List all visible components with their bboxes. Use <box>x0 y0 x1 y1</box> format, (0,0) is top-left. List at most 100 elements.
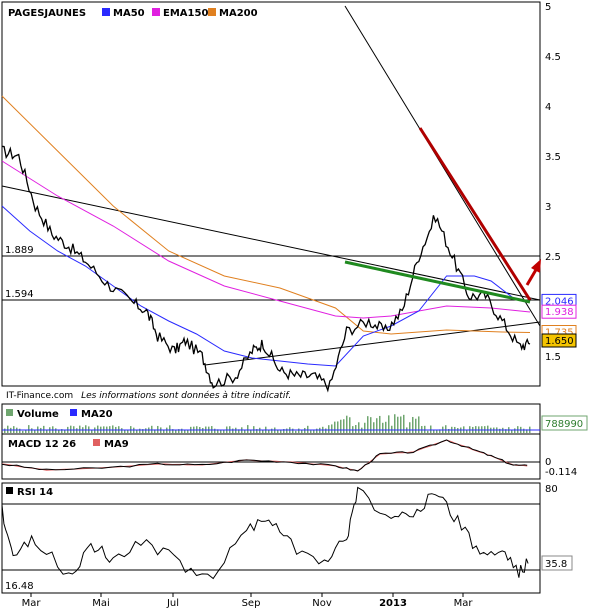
volume-bar <box>76 428 78 433</box>
volume-bar <box>295 430 297 433</box>
volume-bar <box>157 425 159 433</box>
value-tag-3: 1.650 <box>545 336 574 347</box>
credit-line: IT-Finance.com Les informations sont donn… <box>6 390 291 401</box>
volume-swatch <box>6 409 13 416</box>
volume-bar <box>43 425 45 433</box>
x-tick-6: Mar <box>454 598 474 609</box>
volume-bar <box>403 414 405 433</box>
volume-bar <box>385 421 387 433</box>
volume-ma-swatch <box>70 409 77 416</box>
macd-zero-tick: 0 <box>545 457 551 468</box>
x-tick-0: Mar <box>22 598 42 609</box>
volume-bar <box>178 429 180 433</box>
volume-bar <box>238 429 240 433</box>
volume-bar <box>379 415 381 433</box>
volume-bar <box>316 428 318 433</box>
volume-bar <box>124 430 126 433</box>
volume-bar <box>250 429 252 433</box>
volume-bar <box>337 421 339 433</box>
volume-bar <box>31 428 33 433</box>
volume-bar <box>142 429 144 433</box>
price-panel <box>1 1 541 387</box>
volume-bar <box>388 415 390 433</box>
volume-bar <box>355 425 357 433</box>
volume-bar <box>511 430 513 433</box>
volume-bar <box>364 422 366 433</box>
volume-bar <box>418 416 420 433</box>
volume-bar <box>55 428 57 433</box>
volume-bar <box>58 429 60 433</box>
price-y-tick-5: 2.5 <box>545 252 561 263</box>
ema150-swatch <box>152 8 160 16</box>
rsi-low-label: 16.48 <box>5 581 34 592</box>
volume-bar <box>70 425 72 433</box>
volume-bar <box>433 429 435 433</box>
volume-bar <box>271 428 273 433</box>
volume-bar <box>172 429 174 433</box>
volume-bar <box>163 430 165 433</box>
volume-bar <box>397 416 399 433</box>
rsi-80-tick: 80 <box>545 484 558 495</box>
x-tick-3: Sep <box>242 598 261 609</box>
volume-bar <box>448 429 450 433</box>
macd-signal-label: MA9 <box>104 439 129 450</box>
volume-bar <box>514 428 516 433</box>
volume-bar <box>244 430 246 433</box>
volume-bar <box>91 430 93 433</box>
x-tick-5: 2013 <box>379 598 407 609</box>
volume-bar <box>247 425 249 433</box>
volume-bar <box>415 418 417 433</box>
volume-bar <box>7 425 9 433</box>
volume-bar <box>301 430 303 433</box>
volume-bar <box>457 428 459 433</box>
macd-label: MACD 12 26 <box>8 439 76 450</box>
volume-bar <box>256 429 258 433</box>
volume-bar <box>424 425 426 433</box>
volume-bar <box>349 417 351 433</box>
rsi-panel <box>1 482 541 594</box>
price-line <box>1 145 531 393</box>
volume-bar <box>280 430 282 433</box>
volume-last-value: 788990 <box>545 419 583 430</box>
volume-bar <box>181 428 183 433</box>
volume-bar <box>343 419 345 433</box>
volume-bar <box>286 428 288 433</box>
volume-bar <box>505 429 507 433</box>
channel-green-line <box>344 260 531 304</box>
volume-bar <box>334 421 336 433</box>
ma200-line <box>1 95 531 335</box>
volume-bar <box>331 424 333 433</box>
volume-bar <box>19 428 21 433</box>
volume-bar <box>394 414 396 433</box>
volume-ma-label: MA20 <box>81 409 113 420</box>
volume-bar <box>382 422 384 433</box>
volume-bar <box>34 430 36 433</box>
x-tick-2: Jul <box>166 598 179 609</box>
ma50-swatch <box>102 8 110 16</box>
level-label-1594: 1.594 <box>5 289 34 300</box>
volume-bar <box>340 419 342 433</box>
resistance-red-line <box>418 127 532 301</box>
volume-bar <box>292 428 294 433</box>
volume-bar <box>79 425 81 433</box>
price-y-tick-2: 4 <box>545 102 551 113</box>
macd-panel <box>1 433 541 480</box>
price-y-tick-0: 5 <box>545 2 551 13</box>
volume-bar <box>526 429 528 433</box>
volume-bar <box>262 430 264 433</box>
rsi-last-tag <box>541 555 573 571</box>
volume-bar <box>4 428 6 433</box>
macd-last-value: -0.114 <box>545 467 577 478</box>
price-y-tick-4: 3 <box>545 202 551 213</box>
volume-bar <box>61 429 63 433</box>
breakout-arrow-head <box>531 259 541 273</box>
ma50-line <box>1 205 531 367</box>
ma200-swatch <box>208 8 216 16</box>
volume-bar <box>466 429 468 433</box>
volume-bar <box>127 430 129 433</box>
volume-bar <box>373 422 375 433</box>
x-axis-ticks: Mar Mai Jul Sep Nov 2013 Mar <box>22 593 474 609</box>
volume-bar <box>409 422 411 433</box>
volume-bar <box>202 428 204 433</box>
volume-bar <box>268 430 270 433</box>
